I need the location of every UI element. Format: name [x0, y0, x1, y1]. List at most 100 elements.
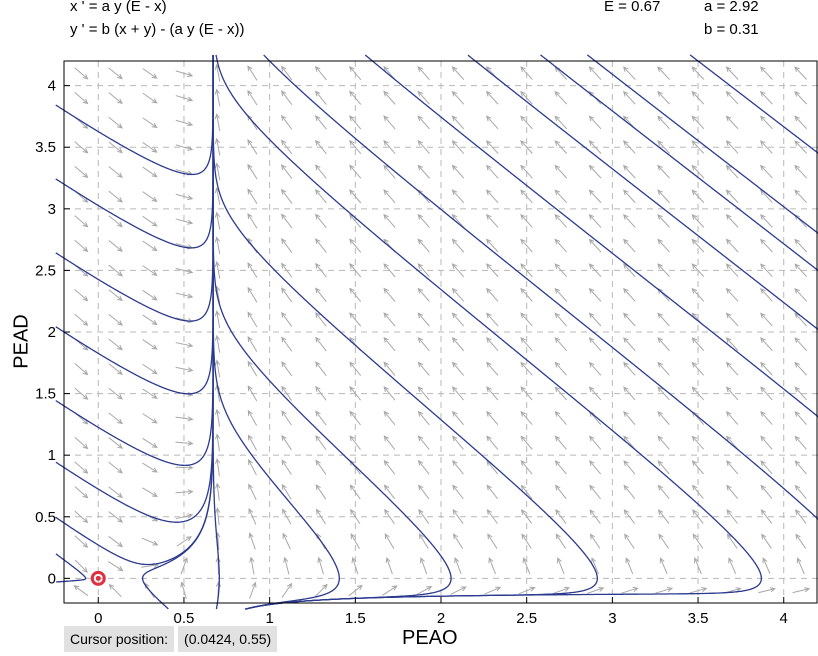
- trajectory-curve: [540, 54, 818, 272]
- field-arrow: [760, 435, 773, 450]
- field-arrow: [281, 336, 293, 352]
- field-arrow: [692, 533, 704, 549]
- x-tick-label: 2.5: [516, 610, 537, 627]
- field-arrow: [349, 287, 362, 302]
- field-arrow: [349, 164, 362, 179]
- field-arrow: [794, 509, 807, 524]
- field-arrow: [349, 484, 361, 500]
- field-arrow: [520, 410, 533, 426]
- field-arrow: [180, 556, 188, 575]
- field-arrow: [142, 388, 158, 399]
- field-arrow: [383, 90, 396, 105]
- field-arrow: [622, 164, 636, 179]
- field-arrow: [485, 213, 499, 228]
- field-arrow: [488, 557, 496, 575]
- field-arrow: [214, 236, 221, 255]
- field-arrow: [624, 533, 635, 549]
- field-arrow: [175, 464, 194, 471]
- y-tick-label: 2: [48, 324, 56, 341]
- field-arrow: [315, 385, 327, 401]
- field-arrow: [657, 263, 670, 278]
- trajectory-curve: [55, 55, 214, 467]
- field-arrow: [554, 140, 568, 154]
- field-arrow: [175, 119, 194, 127]
- field-arrow: [417, 336, 430, 352]
- field-arrow: [485, 140, 499, 154]
- field-arrow: [452, 484, 464, 500]
- field-arrow: [108, 511, 124, 523]
- field-arrow: [281, 262, 293, 278]
- field-arrow: [142, 215, 158, 227]
- field-arrow: [142, 437, 158, 449]
- field-arrow: [417, 386, 430, 401]
- field-arrow: [520, 115, 533, 130]
- field-arrow: [142, 462, 158, 473]
- field-arrow: [383, 484, 396, 500]
- field-arrow: [383, 312, 396, 327]
- field-arrow: [520, 287, 533, 302]
- cursor-readout: Cursor position: (0.0424, 0.55): [64, 626, 278, 652]
- field-arrow: [691, 115, 705, 130]
- field-arrow: [281, 385, 293, 401]
- field-arrow: [451, 386, 465, 401]
- field-arrow: [74, 141, 89, 154]
- field-arrow: [726, 509, 738, 524]
- field-arrow: [691, 435, 704, 450]
- field-arrow: [142, 191, 158, 202]
- field-arrow: [623, 337, 636, 351]
- field-arrow: [383, 139, 396, 154]
- field-arrow: [142, 117, 158, 129]
- field-arrow: [621, 586, 639, 594]
- field-arrow: [520, 484, 533, 500]
- field-arrow: [452, 508, 464, 524]
- field-arrow: [417, 115, 430, 130]
- x-tick-label: 2: [437, 610, 445, 627]
- field-arrow: [725, 189, 739, 204]
- param-b: b = 0.31: [704, 21, 759, 38]
- trajectory-curve: [215, 54, 762, 610]
- field-arrow: [725, 115, 739, 130]
- field-arrow: [691, 238, 705, 253]
- field-arrow: [725, 66, 739, 80]
- field-arrow: [417, 238, 430, 253]
- y-tick-label: 3.5: [35, 139, 56, 156]
- field-arrow: [349, 361, 362, 376]
- field-arrow: [349, 435, 361, 450]
- field-arrow: [657, 115, 670, 130]
- field-arrow: [623, 386, 636, 401]
- field-arrow: [485, 263, 499, 278]
- field-arrow: [658, 533, 669, 549]
- field-arrow: [280, 114, 293, 130]
- field-arrow: [657, 66, 670, 80]
- field-arrow: [622, 214, 636, 228]
- field-arrow: [520, 509, 533, 524]
- field-arrow: [142, 141, 158, 153]
- field-arrow: [484, 586, 502, 595]
- field-arrow: [175, 267, 194, 274]
- field-arrow: [452, 459, 464, 475]
- field-arrow: [280, 164, 293, 179]
- field-arrow: [794, 164, 808, 179]
- field-arrow: [588, 164, 602, 179]
- field-arrow: [142, 68, 158, 79]
- field-arrow: [142, 240, 158, 252]
- x-tick-label: 4: [780, 610, 788, 627]
- field-arrow: [691, 484, 704, 500]
- field-arrow: [418, 533, 429, 549]
- field-arrow: [417, 164, 430, 179]
- field-arrow: [657, 386, 670, 401]
- field-arrow: [588, 435, 602, 450]
- field-arrow: [451, 263, 465, 278]
- field-arrow: [589, 533, 601, 549]
- field-arrow: [176, 536, 192, 547]
- field-arrow: [657, 140, 670, 154]
- field-arrow: [454, 557, 462, 575]
- field-arrow: [657, 460, 670, 475]
- field-arrow: [382, 585, 398, 596]
- field-arrow: [280, 188, 293, 204]
- field-arrow: [74, 289, 89, 302]
- field-arrow: [588, 189, 602, 204]
- field-arrow: [349, 312, 362, 327]
- field-arrow: [175, 440, 194, 446]
